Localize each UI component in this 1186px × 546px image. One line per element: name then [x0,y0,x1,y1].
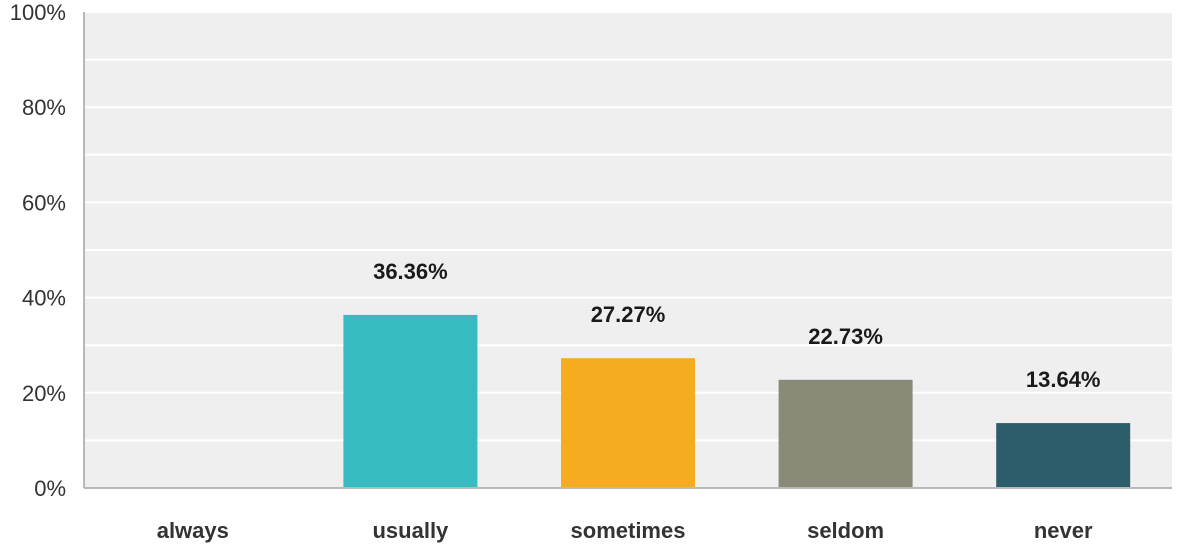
bar-sometimes [561,358,695,488]
bars [343,314,1131,488]
y-tick-label: 60% [22,190,66,215]
bar-seldom [778,379,913,488]
bar-usually [343,314,478,488]
y-tick-label: 80% [22,95,66,120]
y-tick-label: 40% [22,286,66,311]
data-labels: 36.36% 27.27% 22.73% 13.64% [373,259,1100,392]
data-label-never: 13.64% [1026,367,1101,392]
data-label-sometimes: 27.27% [591,302,666,327]
x-tick-label-usually: usually [372,518,449,543]
data-label-seldom: 22.73% [808,324,883,349]
x-tick-label-always: always [157,518,229,543]
x-tick-label-sometimes: sometimes [571,518,686,543]
x-axis: always usually sometimes seldom never [84,487,1172,543]
bar-never [996,423,1131,488]
x-tick-label-never: never [1034,518,1093,543]
y-tick-label: 20% [22,381,66,406]
data-label-usually: 36.36% [373,259,448,284]
y-axis: 0% 20% 40% 60% 80% 100% [10,0,85,501]
x-tick-label-seldom: seldom [807,518,884,543]
y-tick-label: 0% [34,476,66,501]
y-tick-label: 100% [10,0,66,25]
